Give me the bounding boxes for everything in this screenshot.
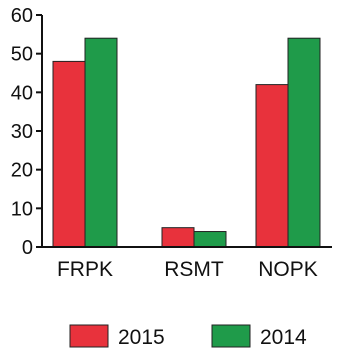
legend-swatch-2015 — [69, 324, 109, 348]
x-tick-label: FRPK — [57, 258, 113, 281]
x-tick-label: NOPK — [258, 258, 318, 281]
legend-label-2014: 2014 — [260, 326, 307, 349]
y-axis-ticks: 0 10 20 30 40 50 60 — [11, 5, 42, 259]
y-tick-label: 10 — [11, 198, 33, 220]
legend: 2015 2014 — [69, 324, 307, 349]
x-axis-labels: FRPK RSMT NOPK — [57, 258, 318, 281]
y-tick-label: 60 — [11, 5, 33, 27]
bar-rsmt-2014 — [193, 231, 227, 248]
bar-nopk-2015 — [255, 84, 289, 248]
x-tick-label: RSMT — [164, 258, 224, 281]
bar-frpk-2014 — [84, 37, 118, 248]
y-tick-label: 20 — [11, 160, 33, 182]
bar-frpk-2015 — [52, 60, 86, 248]
bars-group — [52, 37, 321, 248]
bar-nopk-2014 — [287, 37, 321, 248]
y-tick-label: 0 — [22, 237, 33, 259]
y-tick-label: 50 — [11, 44, 33, 66]
y-tick-label: 30 — [11, 121, 33, 143]
y-tick-label: 40 — [11, 82, 33, 104]
legend-label-2015: 2015 — [118, 326, 165, 349]
legend-swatch-2014 — [211, 324, 251, 348]
bar-rsmt-2015 — [161, 227, 195, 248]
